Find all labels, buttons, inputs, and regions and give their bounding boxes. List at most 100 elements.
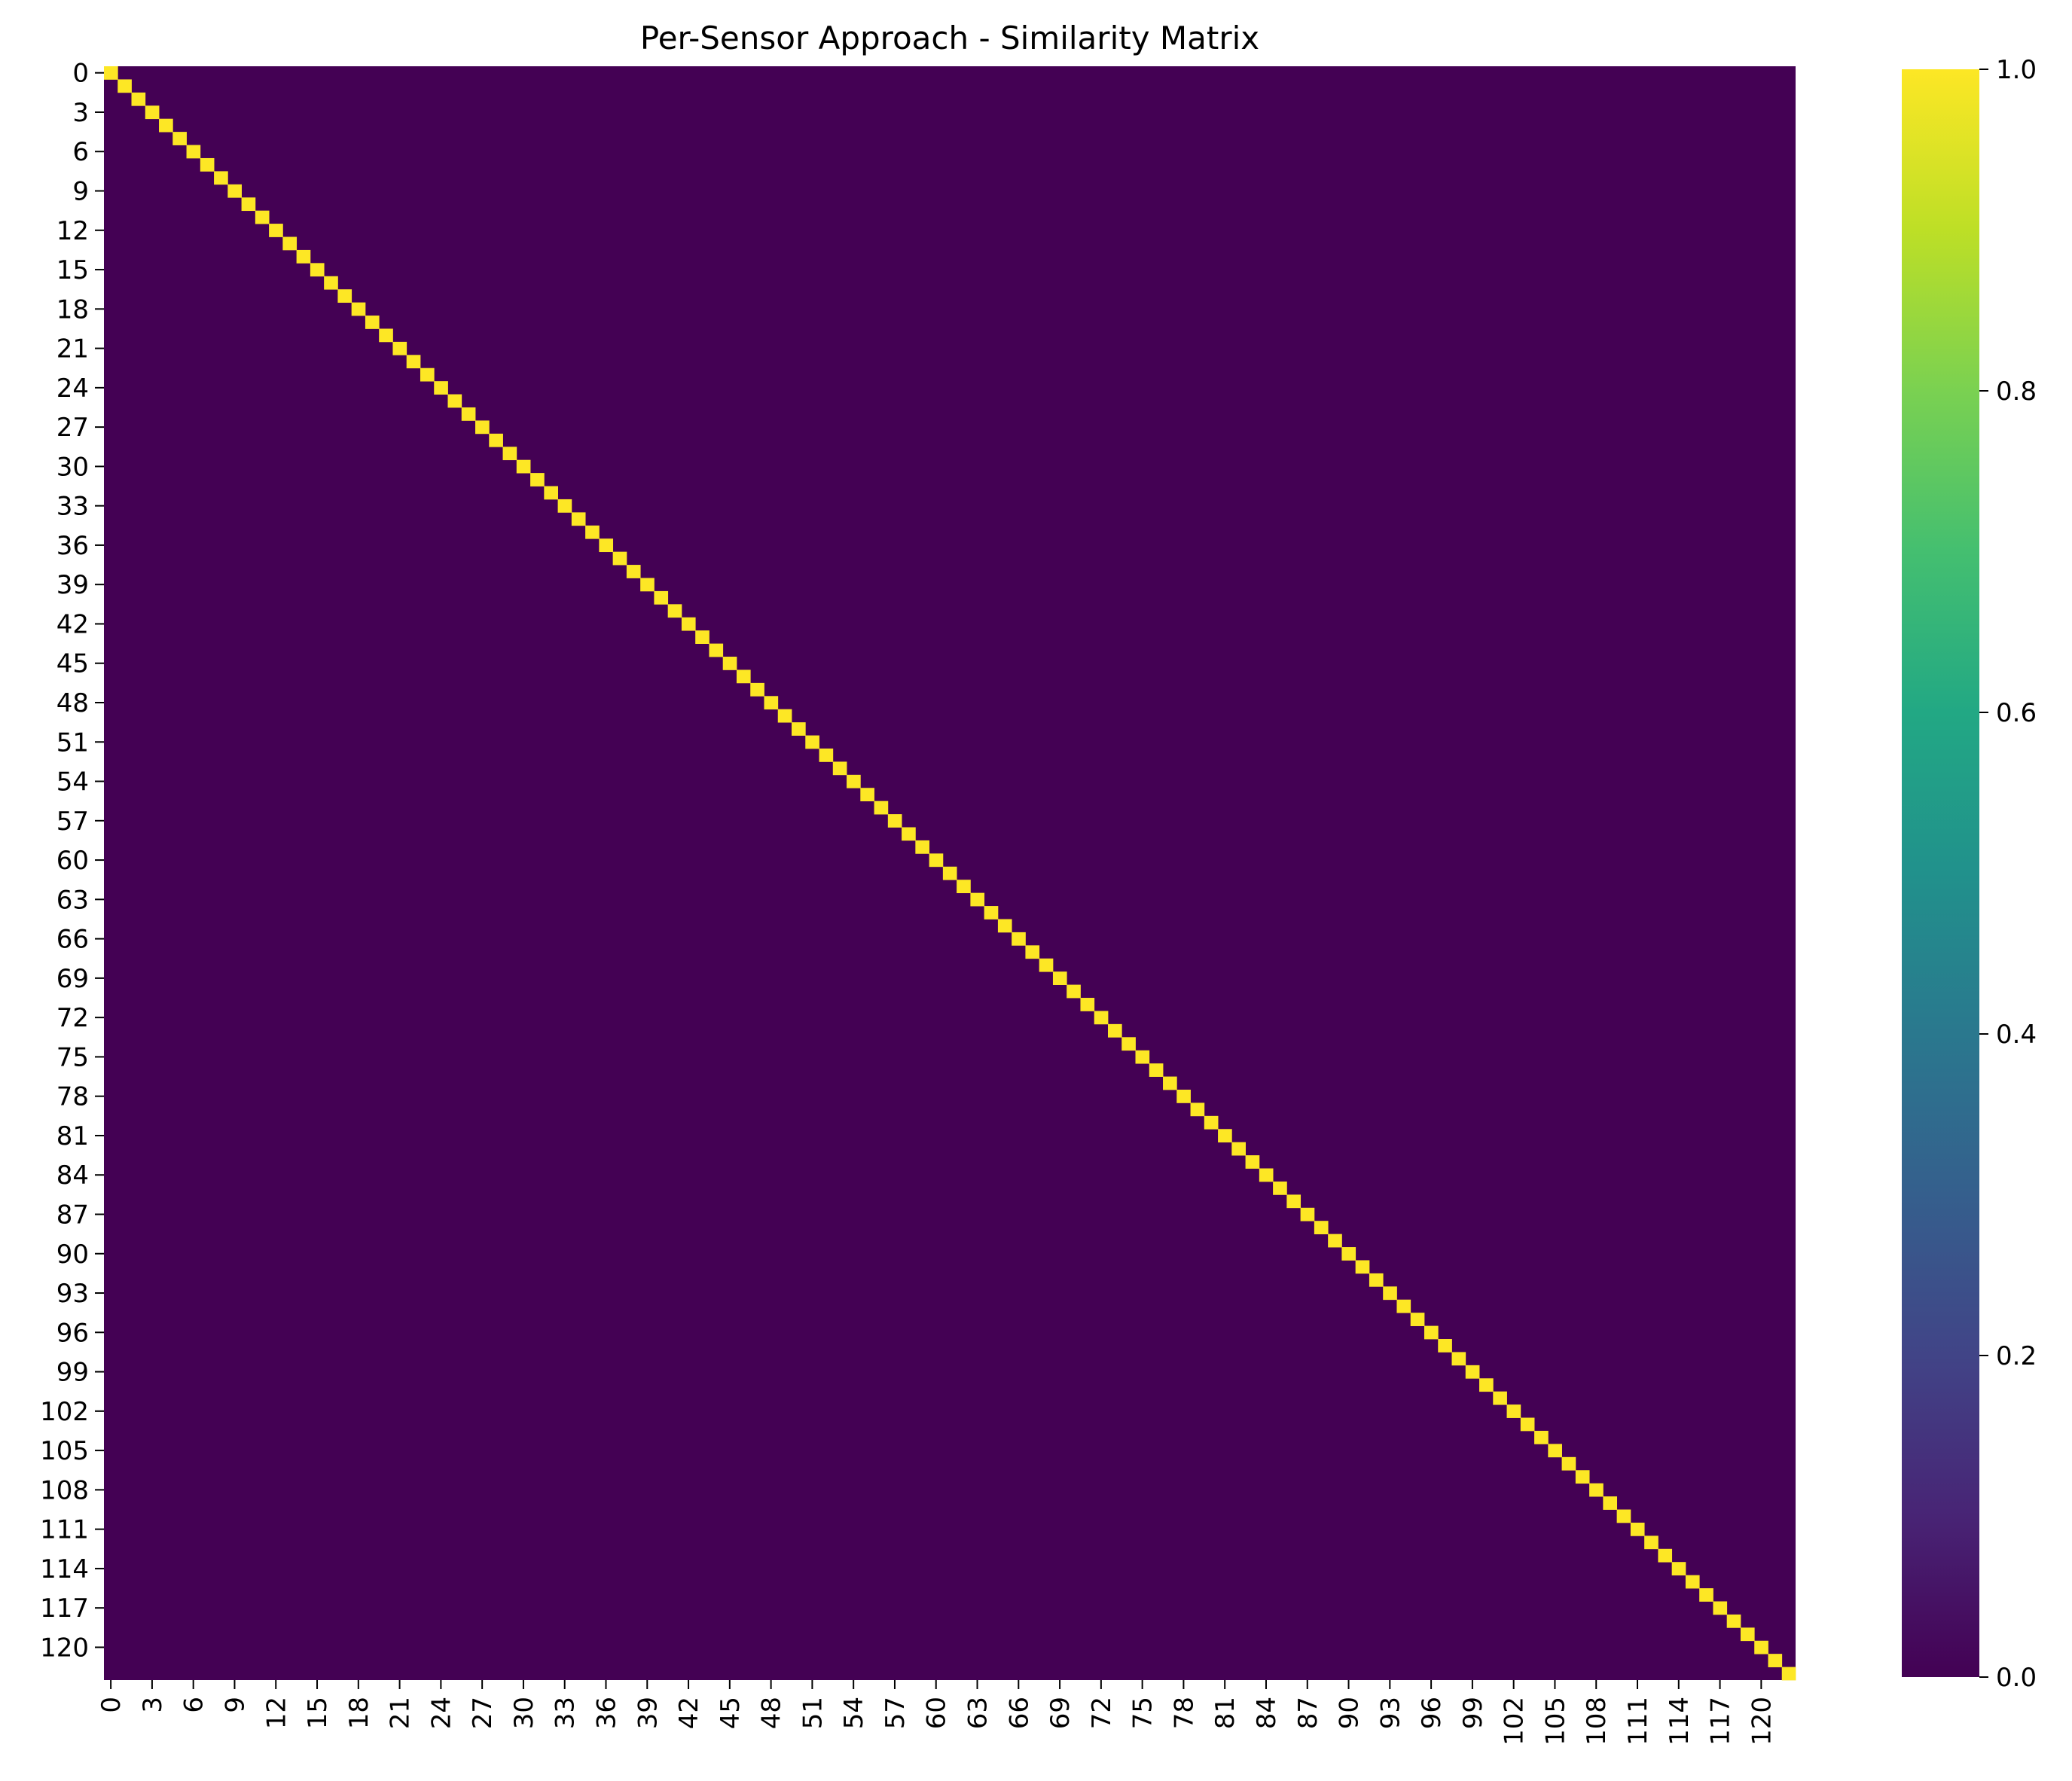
x-tick-label: 9 [220, 1697, 250, 1713]
x-tick-label: 66 [1004, 1697, 1034, 1729]
heatmap-cell-diagonal [269, 224, 283, 237]
x-tick-label: 45 [716, 1697, 746, 1729]
y-tick-label: 117 [40, 1593, 89, 1624]
x-tick-label: 117 [1706, 1697, 1736, 1746]
heatmap-cell-diagonal [997, 919, 1012, 933]
colorbar-tick-label: 0.8 [1996, 377, 2037, 407]
heatmap-cell-diagonal [1438, 1339, 1452, 1353]
colorbar-tick-label: 0.4 [1996, 1020, 2037, 1050]
heatmap-cell-diagonal [1107, 1023, 1122, 1038]
y-tick-label: 105 [40, 1436, 89, 1466]
heatmap-cell-diagonal [1369, 1273, 1384, 1287]
heatmap-cell-diagonal [1245, 1155, 1260, 1169]
colorbar-gradient [1902, 69, 1979, 1677]
heatmap-cell-diagonal [957, 880, 971, 894]
heatmap-cell-diagonal [1575, 1470, 1590, 1484]
x-tick-label: 63 [963, 1697, 993, 1729]
x-tick-label: 81 [1210, 1697, 1240, 1729]
heatmap-cell-diagonal [1355, 1260, 1370, 1274]
y-tick-label: 3 [72, 98, 89, 128]
heatmap-cell-diagonal [324, 276, 338, 290]
heatmap-cell-diagonal [282, 236, 298, 251]
x-tick-label: 30 [509, 1697, 539, 1729]
y-tick-label: 69 [56, 964, 89, 994]
heatmap-cell-diagonal [1726, 1614, 1741, 1628]
heatmap-cell-diagonal [145, 105, 160, 120]
x-tick-label: 51 [798, 1697, 828, 1729]
heatmap-cell-diagonal [420, 367, 435, 382]
x-tick-label: 15 [303, 1697, 333, 1729]
heatmap-cell-diagonal [887, 814, 902, 828]
heatmap-cell-diagonal [1561, 1456, 1576, 1471]
y-tick-label: 75 [56, 1042, 89, 1072]
chart-title: Per-Sensor Approach - Similarity Matrix [640, 20, 1259, 56]
heatmap-cell-diagonal [172, 132, 187, 145]
heatmap-cell-diagonal [255, 210, 270, 224]
heatmap-cell-diagonal [337, 289, 352, 303]
heatmap-cell-diagonal [915, 840, 930, 854]
heatmap-cell-diagonal [447, 394, 462, 408]
y-tick-label: 30 [56, 452, 89, 482]
y-tick-label: 24 [56, 374, 89, 404]
heatmap-cell-diagonal [1273, 1181, 1287, 1195]
heatmap-cell-diagonal [1383, 1286, 1397, 1301]
heatmap-cell-diagonal [1534, 1430, 1549, 1444]
heatmap-cell-diagonal [1341, 1247, 1356, 1261]
x-tick-label: 108 [1582, 1697, 1612, 1746]
heatmap-cell-diagonal [365, 316, 380, 329]
heatmap-cell-diagonal [1314, 1221, 1329, 1235]
y-tick-label: 6 [72, 137, 89, 167]
x-tick-label: 72 [1087, 1697, 1117, 1729]
y-tick-label: 18 [56, 294, 89, 325]
x-tick-label: 39 [633, 1697, 663, 1729]
heatmap-cell-diagonal [626, 565, 641, 578]
heatmap-cell-diagonal [159, 118, 173, 133]
heatmap-cell-diagonal [984, 906, 999, 919]
y-tick-label: 12 [56, 216, 89, 246]
heatmap-cell-diagonal [1630, 1522, 1645, 1536]
x-tick-label: 42 [674, 1697, 704, 1729]
heatmap-cell-diagonal [117, 79, 132, 93]
y-tick-label: 63 [56, 885, 89, 915]
heatmap-cell-diagonal [516, 459, 531, 474]
heatmap-cell-diagonal [1548, 1444, 1562, 1458]
heatmap-cell-diagonal [750, 682, 764, 697]
heatmap-cell-diagonal [1410, 1313, 1425, 1326]
heatmap-cell-diagonal [475, 420, 490, 435]
x-tick-label: 102 [1500, 1697, 1530, 1746]
x-tick-label: 120 [1747, 1697, 1777, 1746]
x-tick-label: 57 [880, 1697, 911, 1729]
y-tick-label: 36 [56, 531, 89, 561]
heatmap-cell-diagonal [544, 486, 558, 500]
heatmap-cell-diagonal [186, 145, 201, 159]
heatmap-cell-diagonal [847, 774, 861, 788]
y-tick-label: 39 [56, 570, 89, 600]
y-tick-label: 54 [56, 767, 89, 797]
heatmap-cell-diagonal [709, 643, 724, 657]
heatmap-cell-diagonal [722, 657, 737, 670]
y-tick-label: 111 [40, 1515, 89, 1545]
heatmap-cell-diagonal [654, 590, 669, 605]
heatmap-cell-diagonal [1658, 1548, 1673, 1563]
heatmap-cell-diagonal [1740, 1627, 1755, 1642]
colorbar-tick-label: 1.0 [1996, 55, 2037, 85]
heatmap-cell-diagonal [832, 761, 847, 776]
heatmap-cell-diagonal [1190, 1102, 1205, 1117]
y-tick-label: 60 [56, 846, 89, 876]
heatmap-cell-diagonal [571, 512, 586, 526]
x-tick-label: 75 [1128, 1697, 1158, 1729]
y-tick-label: 9 [72, 177, 89, 207]
x-tick-label: 105 [1540, 1697, 1570, 1746]
heatmap-cell-diagonal [970, 892, 985, 907]
heatmap-cell-diagonal [1039, 958, 1054, 972]
y-tick-label: 96 [56, 1318, 89, 1348]
x-tick-label: 87 [1293, 1697, 1323, 1729]
colorbar-tick-label: 0.2 [1996, 1341, 2037, 1371]
y-tick-label: 90 [56, 1240, 89, 1270]
y-tick-label: 57 [56, 807, 89, 837]
heatmap-cell-diagonal [461, 407, 476, 421]
heatmap-cell-diagonal [1479, 1378, 1494, 1392]
heatmap-cell-diagonal [1328, 1234, 1342, 1248]
y-tick-label: 120 [40, 1633, 89, 1663]
heatmap-cell-diagonal [1671, 1562, 1686, 1576]
